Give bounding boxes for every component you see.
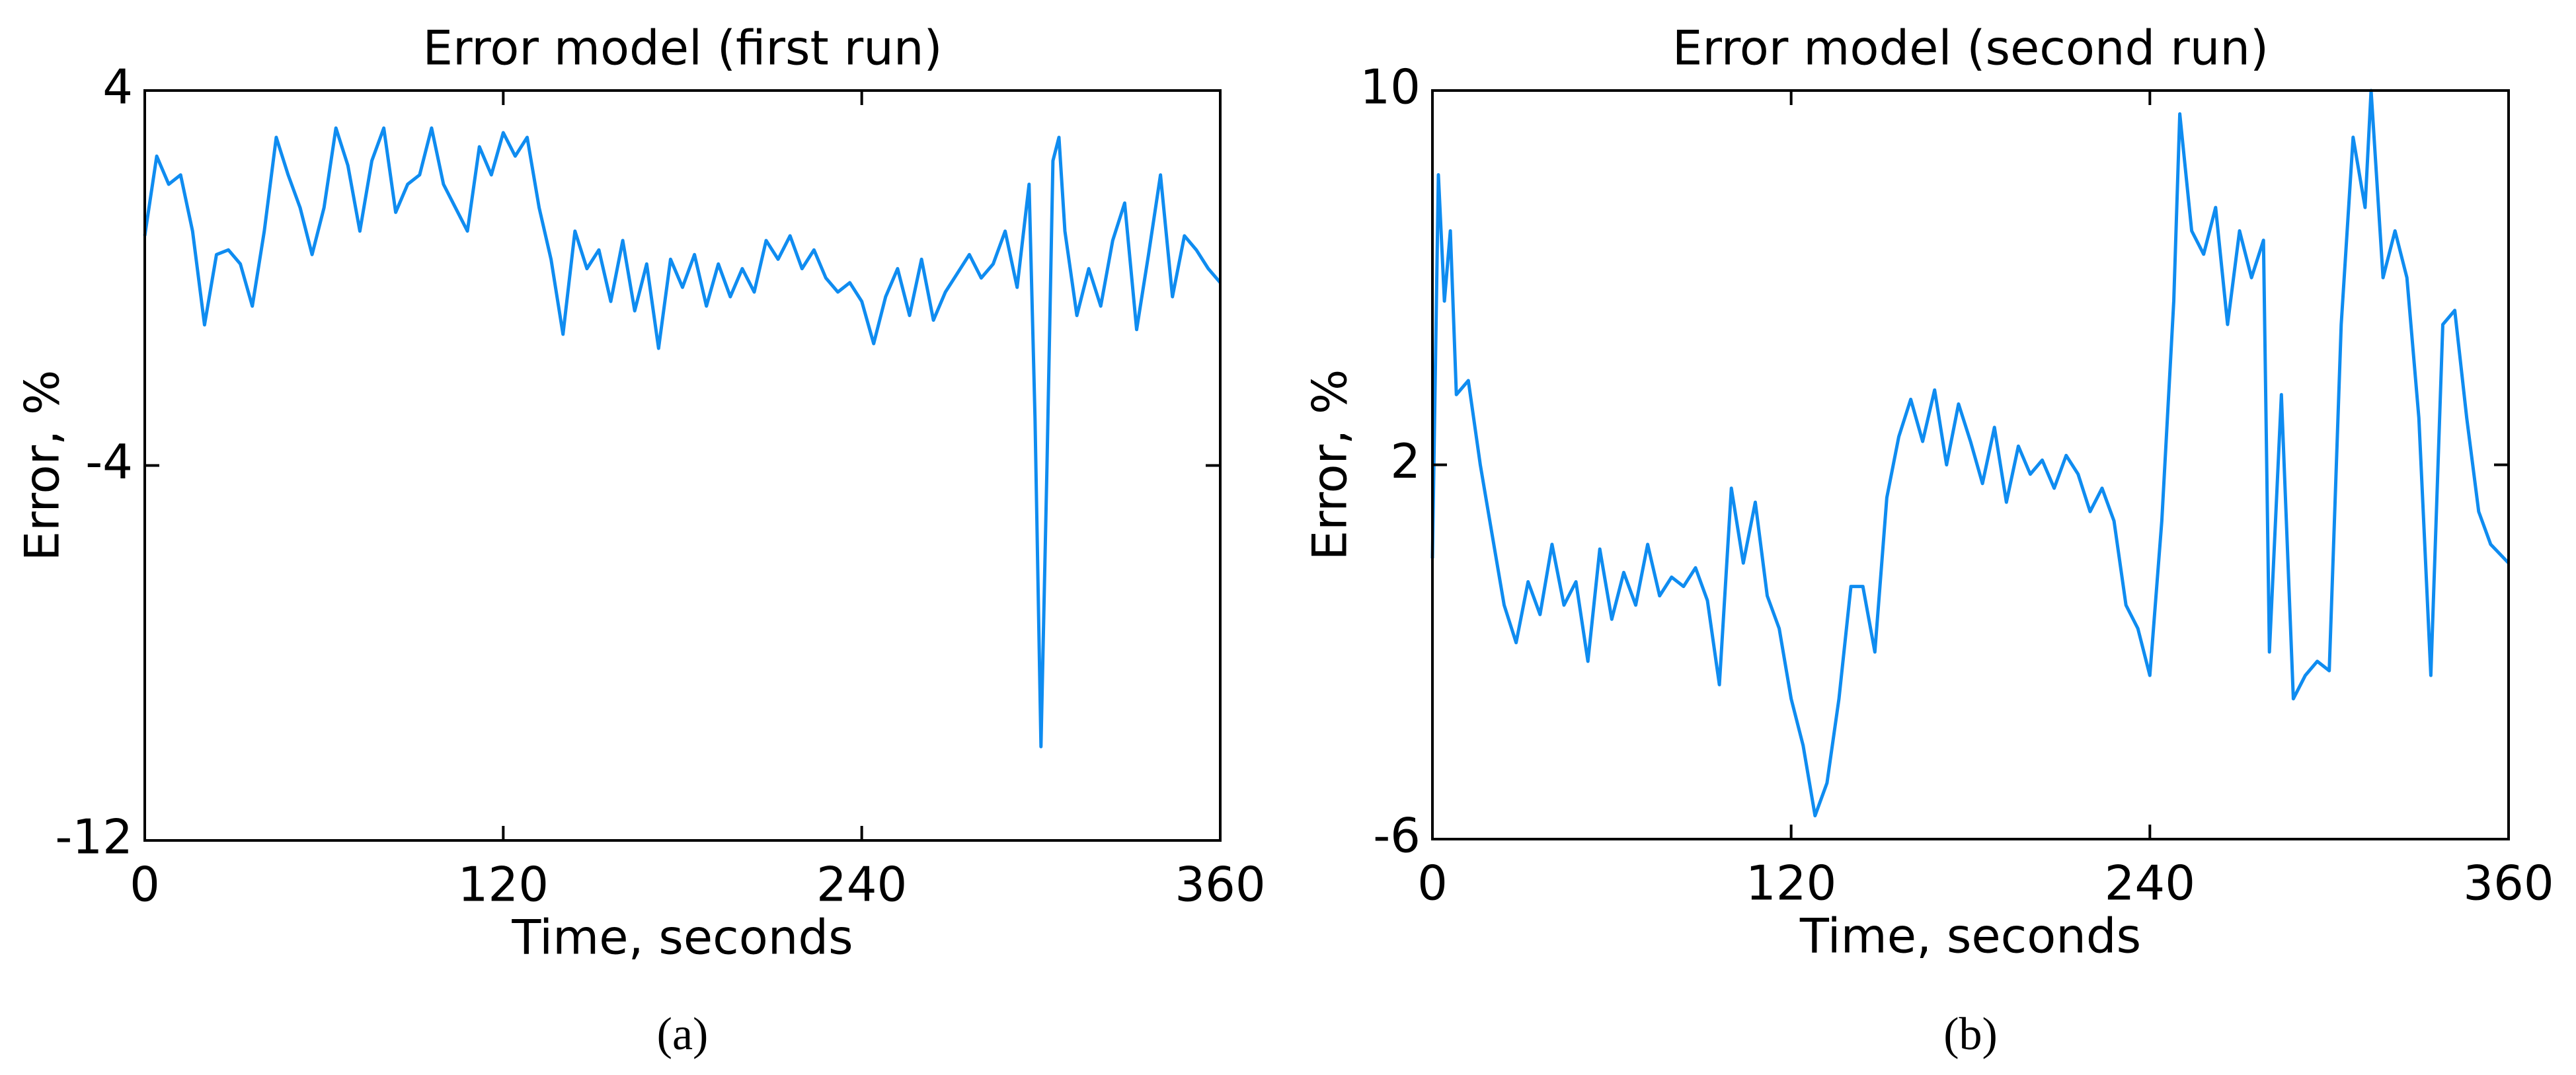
y-tick-label: 4 xyxy=(102,59,133,115)
x-axis-label: Time, seconds xyxy=(511,910,853,965)
plot-frame xyxy=(143,89,1222,842)
y-axis-label: Error, % xyxy=(15,370,70,562)
chart-title: Error model (second run) xyxy=(1672,20,2269,76)
x-tick-label: 240 xyxy=(2105,856,2195,911)
x-tick-label: 120 xyxy=(1746,856,1836,911)
panel-caption: (a) xyxy=(657,1009,709,1060)
x-tick-label: 240 xyxy=(816,857,907,912)
x-tick-label: 120 xyxy=(458,857,549,912)
panel-caption: (b) xyxy=(1943,1009,1998,1060)
data-line xyxy=(143,126,1222,749)
y-tick-label: 2 xyxy=(1390,433,1421,489)
x-tick-label: 0 xyxy=(1417,856,1448,911)
x-tick-label: 0 xyxy=(130,857,160,912)
plot-frame xyxy=(1431,89,2510,840)
y-tick-label: -4 xyxy=(85,434,133,490)
x-axis-label: Time, seconds xyxy=(1799,908,2141,964)
x-tick-label: 360 xyxy=(1175,857,1265,912)
chart-title: Error model (first run) xyxy=(422,20,942,76)
y-tick-label: -12 xyxy=(55,809,133,865)
y-tick-label: -6 xyxy=(1373,808,1421,864)
x-tick-label: 360 xyxy=(2463,856,2554,911)
y-axis-label: Error, % xyxy=(1302,369,1358,561)
data-line xyxy=(1430,89,2510,818)
y-tick-label: 10 xyxy=(1360,59,1421,115)
